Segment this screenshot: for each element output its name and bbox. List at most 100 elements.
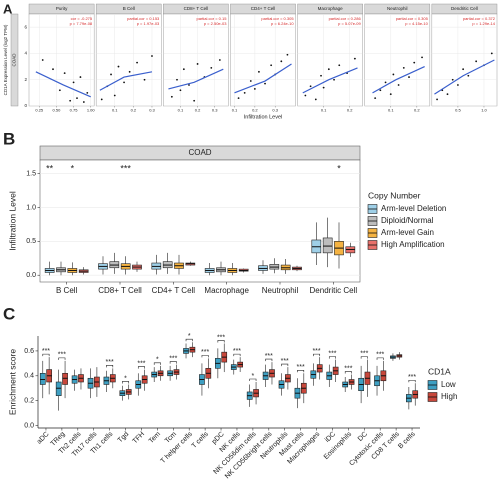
panel-label: A (3, 1, 13, 16)
scatter-point (309, 85, 312, 88)
x-tick-label: B Cell (56, 286, 78, 295)
x-tick-label: 0.5 (455, 108, 461, 113)
panel-label: B (3, 129, 15, 148)
scatter-point (446, 93, 449, 96)
scatter-point (258, 70, 260, 73)
scatter-point (384, 81, 387, 84)
x-tick-label: iDC (324, 431, 337, 444)
correlation-text: p = 7.79e-08 (70, 21, 93, 26)
y-tick-label: 0.4 (24, 373, 34, 380)
y-tick-label: 0.5 (26, 238, 36, 245)
scatter-point (210, 66, 213, 69)
trend-line (99, 71, 153, 91)
scatter-point (170, 95, 173, 98)
scatter-point (467, 74, 470, 77)
scatter-point (475, 60, 478, 63)
significance-label: * (124, 375, 127, 382)
scatter-point (136, 61, 138, 64)
significance-bracket (249, 378, 257, 381)
significance-label: *** (169, 355, 177, 362)
trend-line (168, 68, 224, 90)
significance-bracket (58, 357, 66, 360)
x-tick-label: 0.2 (414, 108, 420, 113)
x-tick-label: 0.2 (252, 108, 258, 113)
trend-line (302, 67, 358, 94)
significance-label: * (188, 333, 191, 340)
trend-line (234, 63, 292, 94)
scatter-point (52, 68, 54, 71)
significance-bracket (169, 361, 177, 364)
legend-label: Low (441, 380, 456, 389)
x-tick-label: DC (357, 431, 369, 443)
correlation-text: p = 4.15e-10 (405, 21, 428, 26)
scatter-point (379, 89, 382, 92)
scatter-point (413, 61, 416, 64)
correlation-text: partial.cor = 0.372 (463, 16, 496, 21)
scatter-point (41, 59, 44, 61)
scatter-point (421, 56, 423, 59)
y-axis-label: Infiltration Level (7, 191, 17, 251)
scatter-point (76, 97, 78, 100)
scatter-point (392, 73, 395, 76)
correlation-text: partial.cor = 0.305 (261, 16, 294, 21)
scatter-point (151, 55, 153, 57)
legend-label: High Amplification (381, 240, 445, 249)
facet-title: CD4+ T Cell (251, 6, 275, 11)
scatter-point (176, 78, 178, 81)
panel-label: C (3, 304, 15, 323)
significance-label: *** (344, 365, 352, 372)
x-tick-label: Tem (148, 431, 162, 445)
scatter-point (117, 65, 120, 68)
x-tick-label: 0.3 (149, 108, 155, 113)
scatter-point (314, 98, 317, 101)
x-tick-label: 0.1 (232, 108, 238, 113)
significance-label: *** (137, 360, 145, 367)
x-tick-label: CD4+ T Cell (152, 286, 196, 295)
scatter-point (113, 94, 116, 97)
significance-label: *** (360, 350, 368, 357)
plot-frame (230, 13, 296, 107)
significance-label: * (337, 163, 341, 173)
x-tick-label: 1.0 (481, 108, 487, 113)
correlation-text: partial.cor = 0.15 (197, 16, 228, 21)
significance-bracket (297, 369, 305, 373)
x-tick-label: 0.2 (347, 108, 353, 113)
y-tick-label: 1.5 (26, 170, 36, 177)
facet-title: B Cell (123, 6, 135, 11)
x-axis-label: Infiltration Level (244, 114, 283, 120)
significance-label: ** (46, 163, 54, 173)
x-tick-label: 0.2 (195, 108, 201, 113)
x-tick-label: CD8+ T Cell (98, 286, 142, 295)
facet-title: Macrophage (318, 6, 344, 11)
trend-line (35, 71, 91, 98)
scatter-point (143, 78, 146, 81)
significance-label: *** (408, 374, 416, 381)
x-tick-label: Tgd (117, 431, 131, 445)
scatter-point (69, 99, 72, 102)
scatter-point (353, 57, 356, 60)
facet-title: Dendritic Cell (451, 6, 478, 11)
x-tick-label: 0.1 (112, 108, 118, 113)
significance-bracket (313, 353, 321, 357)
scatter-point (196, 63, 199, 65)
box (55, 381, 62, 396)
x-tick-label: 0.1 (321, 108, 327, 113)
significance-label: *** (312, 348, 320, 355)
scatter-point (286, 53, 289, 56)
scatter-point (402, 66, 405, 69)
scatter-point (79, 76, 82, 78)
significance-bracket (344, 371, 352, 374)
significance-label: * (71, 163, 75, 173)
strip-label: COAD (12, 53, 17, 67)
scatter-point (128, 70, 131, 73)
y-tick-label: 0.6 (24, 348, 34, 355)
legend-title: Copy Number (368, 190, 421, 200)
significance-label: * (252, 373, 255, 380)
scatter-point (304, 94, 307, 97)
x-tick-label: 0.25 (35, 108, 44, 113)
significance-label: *** (106, 359, 114, 366)
facet-title: Neutrophil (387, 6, 408, 11)
y-axis-label: Enrichment score (7, 349, 17, 415)
x-tick-label: 0.3 (212, 108, 218, 113)
x-tick-label: Dendritic Cell (310, 286, 358, 295)
